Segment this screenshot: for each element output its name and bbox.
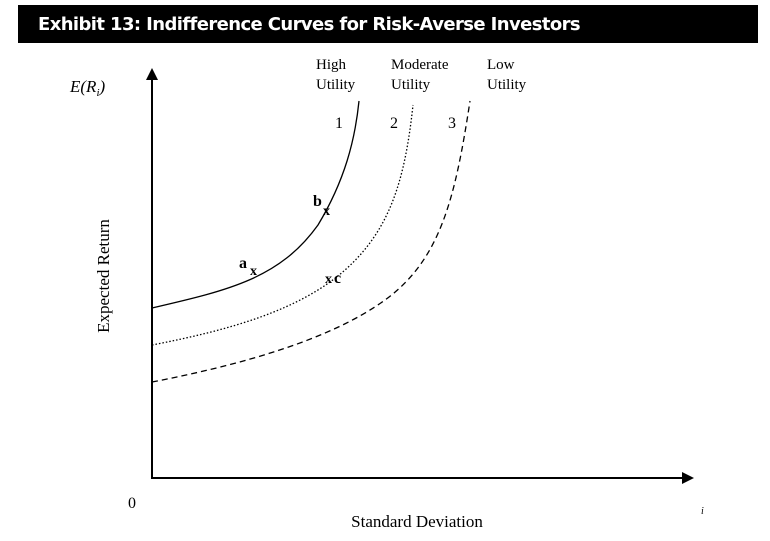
point-a-mark: x [250, 264, 257, 279]
point-c-mark: x [325, 272, 332, 287]
curve-1-heading-top: High [316, 57, 347, 73]
curve-1-heading-bottom: Utility [316, 77, 356, 93]
indifference-curve-3 [151, 100, 471, 383]
indifference-curve-1 [151, 100, 360, 309]
x-axis-label: Standard Deviation [351, 512, 483, 531]
x-axis-subscript: i [701, 506, 704, 517]
curve-3-number: 3 [448, 115, 456, 132]
curve-2-heading-bottom: Utility [391, 77, 431, 93]
curve-1-number: 1 [335, 115, 343, 132]
curve-2-number: 2 [390, 115, 398, 132]
exhibit-title: Exhibit 13: Indifference Curves for Risk… [38, 13, 581, 35]
point-b-mark: x [323, 204, 330, 219]
point-a-letter: a [239, 255, 247, 272]
point-c-letter: c [334, 270, 341, 287]
exhibit-title-bar: Exhibit 13: Indifference Curves for Risk… [18, 5, 758, 43]
curve-2-heading-top: Moderate [391, 57, 449, 73]
indifference-curve-2 [151, 104, 414, 346]
y-axis-symbol: E(Ri) [69, 77, 106, 99]
point-b-letter: b [313, 193, 322, 210]
y-axis-label: Expected Return [94, 219, 113, 333]
curve-3-heading-top: Low [487, 57, 515, 73]
origin-label: 0 [128, 495, 136, 512]
curve-3-heading-bottom: Utility [487, 77, 527, 93]
